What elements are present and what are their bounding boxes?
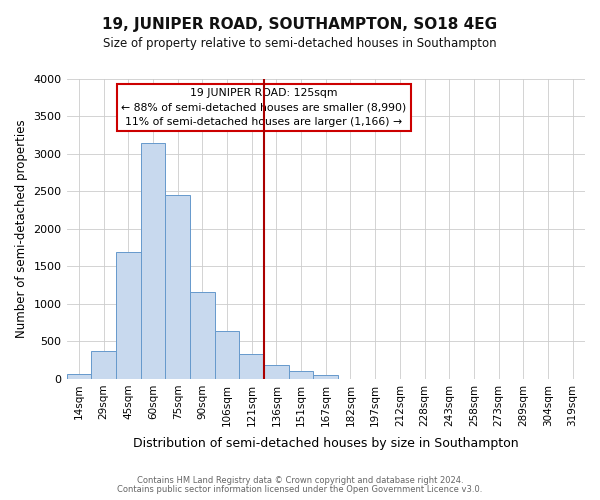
Bar <box>67 374 91 379</box>
Bar <box>264 365 289 379</box>
X-axis label: Distribution of semi-detached houses by size in Southampton: Distribution of semi-detached houses by … <box>133 437 518 450</box>
Text: Size of property relative to semi-detached houses in Southampton: Size of property relative to semi-detach… <box>103 38 497 51</box>
Text: Contains public sector information licensed under the Open Government Licence v3: Contains public sector information licen… <box>118 485 482 494</box>
Bar <box>140 144 165 379</box>
Text: Contains HM Land Registry data © Crown copyright and database right 2024.: Contains HM Land Registry data © Crown c… <box>137 476 463 485</box>
Bar <box>289 371 313 379</box>
Text: 19 JUNIPER ROAD: 125sqm
← 88% of semi-detached houses are smaller (8,990)
11% of: 19 JUNIPER ROAD: 125sqm ← 88% of semi-de… <box>121 88 406 127</box>
Bar <box>215 332 239 379</box>
Bar <box>190 292 215 379</box>
Bar <box>239 354 264 379</box>
Bar <box>116 252 140 379</box>
Bar <box>91 351 116 379</box>
Text: 19, JUNIPER ROAD, SOUTHAMPTON, SO18 4EG: 19, JUNIPER ROAD, SOUTHAMPTON, SO18 4EG <box>103 18 497 32</box>
Y-axis label: Number of semi-detached properties: Number of semi-detached properties <box>15 120 28 338</box>
Bar <box>313 375 338 379</box>
Bar <box>165 195 190 379</box>
